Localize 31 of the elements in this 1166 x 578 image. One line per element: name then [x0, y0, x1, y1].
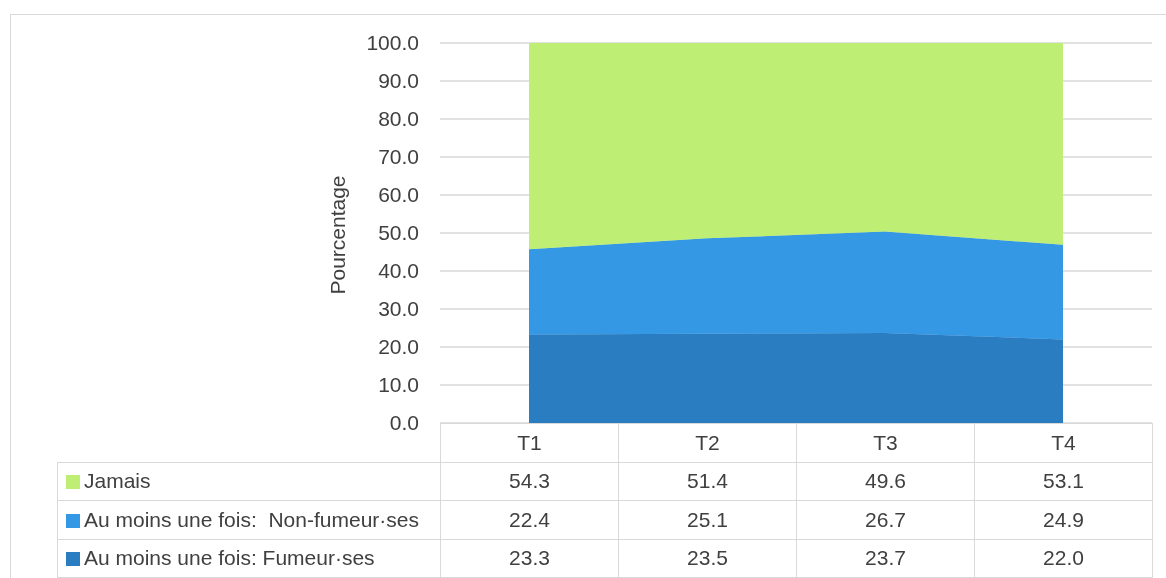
y-tick-label: 10.0: [378, 373, 419, 397]
x-tick-label: T2: [618, 423, 797, 462]
y-tick-label: 30.0: [378, 297, 419, 321]
data-label: 51.4: [618, 462, 797, 501]
data-label: 25.1: [618, 500, 797, 539]
data-label: 23.5: [618, 539, 797, 578]
data-label: 53.1: [974, 462, 1153, 501]
legend-label: Au moins une fois: Non-fumeur·ses: [57, 500, 441, 539]
y-axis-title: Pourcentage: [326, 175, 350, 295]
y-tick-label: 60.0: [378, 183, 419, 207]
data-label: 49.6: [796, 462, 975, 501]
y-tick-label: 0.0: [389, 411, 419, 435]
legend-label: Au moins une fois: Fumeur·ses: [57, 539, 441, 578]
y-tick-label: 90.0: [378, 69, 419, 93]
legend-label: Jamais: [57, 462, 441, 501]
data-label: 22.0: [974, 539, 1153, 578]
data-label: 22.4: [440, 500, 619, 539]
y-tick-label: 40.0: [378, 259, 419, 283]
y-tick-label: 50.0: [378, 221, 419, 245]
x-tick-label: T1: [440, 423, 619, 462]
data-label: 26.7: [796, 500, 975, 539]
y-tick-label: 70.0: [378, 145, 419, 169]
data-label: 23.3: [440, 539, 619, 578]
y-tick-label: 20.0: [378, 335, 419, 359]
data-label: 23.7: [796, 539, 975, 578]
y-tick-label: 80.0: [378, 107, 419, 131]
data-label: 24.9: [974, 500, 1153, 539]
x-tick-label: T3: [796, 423, 975, 462]
data-label: 54.3: [440, 462, 619, 501]
x-tick-label: T4: [974, 423, 1153, 462]
y-tick-label: 100.0: [366, 31, 419, 55]
